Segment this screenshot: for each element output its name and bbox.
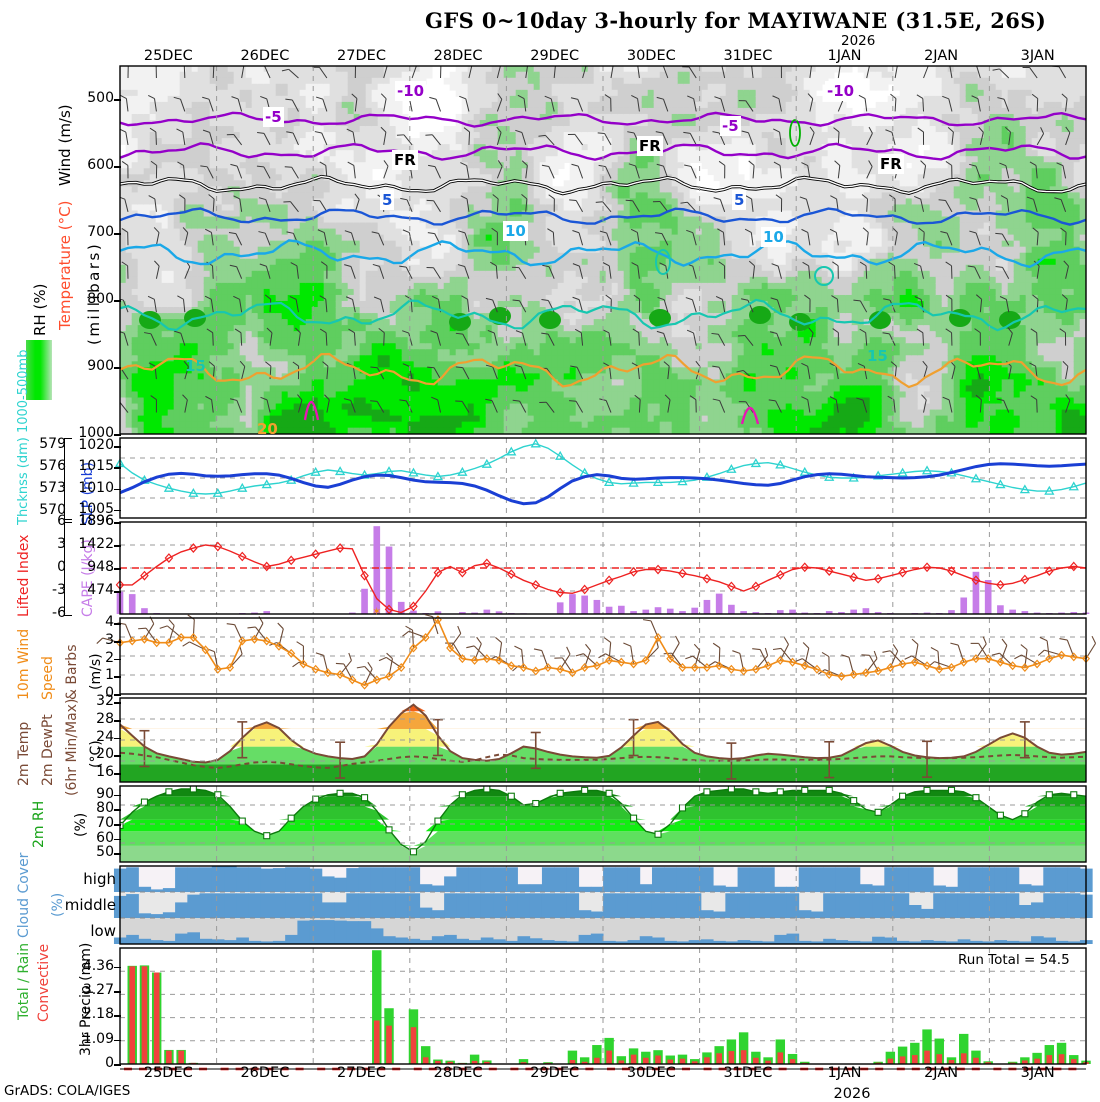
tick-mark	[114, 233, 121, 235]
y-tick-thickness: 576	[14, 458, 66, 474]
cloud-row-label-middle: middle	[50, 896, 116, 914]
y-tick: 4	[54, 614, 114, 630]
tick-mark	[114, 773, 121, 775]
axis-label-2m-temp: 2m Temp	[16, 722, 32, 786]
tick-mark	[114, 967, 121, 969]
tick-mark	[114, 720, 121, 722]
date-label-25dec: 25DEC	[118, 1065, 218, 1081]
axis-label-precip-total: Total / Rain	[16, 943, 32, 1020]
y-tick-lifted-index: 0	[14, 559, 66, 575]
date-label-30dec: 30DEC	[601, 1065, 701, 1081]
y-tick: 1.09	[54, 1031, 114, 1047]
y-tick-lifted-index: 6	[14, 513, 66, 529]
tick-mark	[114, 702, 121, 704]
y-tick-thickness: 579	[14, 436, 66, 452]
date-label-3jan: 3JAN	[988, 1065, 1088, 1081]
tick-mark	[114, 1040, 121, 1042]
axis-label-2m-rh: 2m RH	[31, 801, 47, 848]
y-tick: 700	[54, 224, 114, 240]
y-tick: 24	[54, 729, 114, 745]
axis-label-wind: Wind (m/s)	[56, 104, 74, 186]
tick-mark	[114, 676, 121, 678]
tick-mark	[114, 809, 121, 811]
axis-label-rh: RH (%)	[31, 284, 49, 336]
tick-mark	[114, 623, 121, 625]
tick-mark	[114, 166, 121, 168]
tick-mark	[114, 795, 121, 797]
y-tick: 90	[54, 786, 114, 802]
y-tick: 800	[54, 291, 114, 307]
y-tick: 50	[54, 844, 114, 860]
tick-mark	[114, 467, 121, 469]
tick-mark	[114, 99, 121, 101]
y-tick: 1	[54, 667, 114, 683]
tick-mark	[114, 522, 121, 524]
y-tick-lifted-index: 3	[14, 536, 66, 552]
y-tick: 900	[54, 358, 114, 374]
tick-mark	[114, 738, 121, 740]
tick-mark	[114, 568, 121, 570]
tick-mark	[114, 545, 121, 547]
y-tick: 32	[54, 693, 114, 709]
y-tick: 3	[54, 632, 114, 648]
tick-mark	[114, 434, 121, 436]
y-tick: 600	[54, 157, 114, 173]
axis-label-precip-convective: Convective	[36, 944, 52, 1022]
y-tick: 2	[54, 650, 114, 666]
y-tick: 60	[54, 830, 114, 846]
tick-mark	[114, 839, 121, 841]
tick-mark	[114, 755, 121, 757]
y-tick: 0	[54, 1055, 114, 1071]
y-tick: 16	[54, 764, 114, 780]
date-label-1jan: 1JAN	[795, 1065, 895, 1081]
tick-mark	[114, 659, 121, 661]
axis-label-10m-wind: 10m Wind	[16, 629, 32, 700]
tick-mark	[114, 489, 121, 491]
date-label-28dec: 28DEC	[408, 1065, 508, 1081]
tick-mark	[114, 641, 121, 643]
y-tick-thickness: 573	[14, 480, 66, 496]
y-tick: 80	[54, 800, 114, 816]
tick-mark	[114, 367, 121, 369]
tick-mark	[114, 510, 121, 512]
cloud-row-label-high: high	[50, 870, 116, 888]
y-tick: 70	[54, 815, 114, 831]
y-tick: 3.27	[54, 982, 114, 998]
date-label-31dec: 31DEC	[698, 1065, 798, 1081]
tick-mark	[114, 1064, 121, 1066]
tick-mark	[114, 824, 121, 826]
y-tick: 500	[54, 90, 114, 106]
tick-mark	[114, 300, 121, 302]
y-tick: 2.18	[54, 1006, 114, 1022]
y-tick: 4.36	[54, 958, 114, 974]
date-label-29dec: 29DEC	[505, 1065, 605, 1081]
run-total-label: Run Total = 54.5	[958, 952, 1070, 968]
date-label-26dec: 26DEC	[215, 1065, 315, 1081]
y-tick: 28	[54, 711, 114, 727]
tick-mark	[114, 591, 121, 593]
axis-label-temperature: Temperature (°C)	[56, 201, 74, 330]
tick-mark	[114, 446, 121, 448]
y-tick-lifted-index: -3	[14, 582, 66, 598]
date-label-27dec: 27DEC	[312, 1065, 412, 1081]
axis-label-cloud-cover: Cloud Cover	[16, 853, 32, 938]
tick-mark	[114, 991, 121, 993]
footer-credit: GrADS: COLA/IGES	[4, 1083, 130, 1099]
tick-mark	[114, 853, 121, 855]
lifted-index-axis-bracket	[64, 522, 72, 616]
tick-mark	[114, 694, 121, 696]
cloud-row-label-low: low	[50, 922, 116, 940]
y-tick: 20	[54, 746, 114, 762]
date-label-2jan: 2JAN	[891, 1065, 991, 1081]
thickness-axis-bracket	[64, 438, 72, 520]
tick-mark	[114, 1015, 121, 1017]
